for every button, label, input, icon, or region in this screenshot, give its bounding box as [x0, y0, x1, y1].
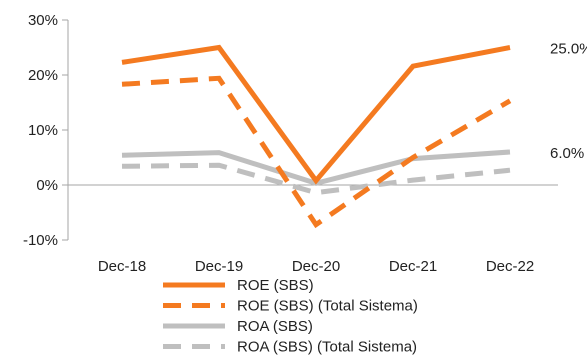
y-tick-label: 20%	[28, 67, 58, 84]
data-label: 6.0%	[550, 145, 584, 162]
series-line-1	[121, 75, 512, 229]
legend-label: ROE (SBS)	[237, 277, 314, 294]
legend-label: ROE (SBS) (Total Sistema)	[237, 298, 418, 315]
data-labels: 25.0% 6.0%	[550, 41, 587, 163]
x-tick-label: Dec-22	[486, 258, 534, 275]
y-tick-label: 30%	[28, 12, 58, 29]
tick-labels: -10% 0% 10% 20% 30% Dec-18 Dec-19 Dec-20 Dec-21 D…	[23, 12, 534, 275]
axes	[62, 19, 558, 241]
x-tick-label: Dec-21	[389, 258, 437, 275]
legend-label: ROA (SBS) (Total Sistema)	[237, 339, 417, 356]
x-tick-label: Dec-18	[98, 258, 146, 275]
y-tick-label: 0%	[36, 177, 58, 194]
series-line-3	[121, 162, 511, 196]
legend-label: ROA (SBS)	[237, 318, 313, 335]
y-tick-label: 10%	[28, 122, 58, 139]
series-line-0	[121, 44, 511, 185]
x-tick-label: Dec-19	[195, 258, 243, 275]
data-label: 25.0%	[550, 41, 587, 58]
x-tick-label: Dec-20	[292, 258, 340, 275]
y-tick-label: -10%	[23, 232, 58, 249]
series-lines	[121, 44, 512, 229]
legend: ROE (SBS) ROE (SBS) (Total Sistema) ROA (S…	[163, 277, 418, 356]
